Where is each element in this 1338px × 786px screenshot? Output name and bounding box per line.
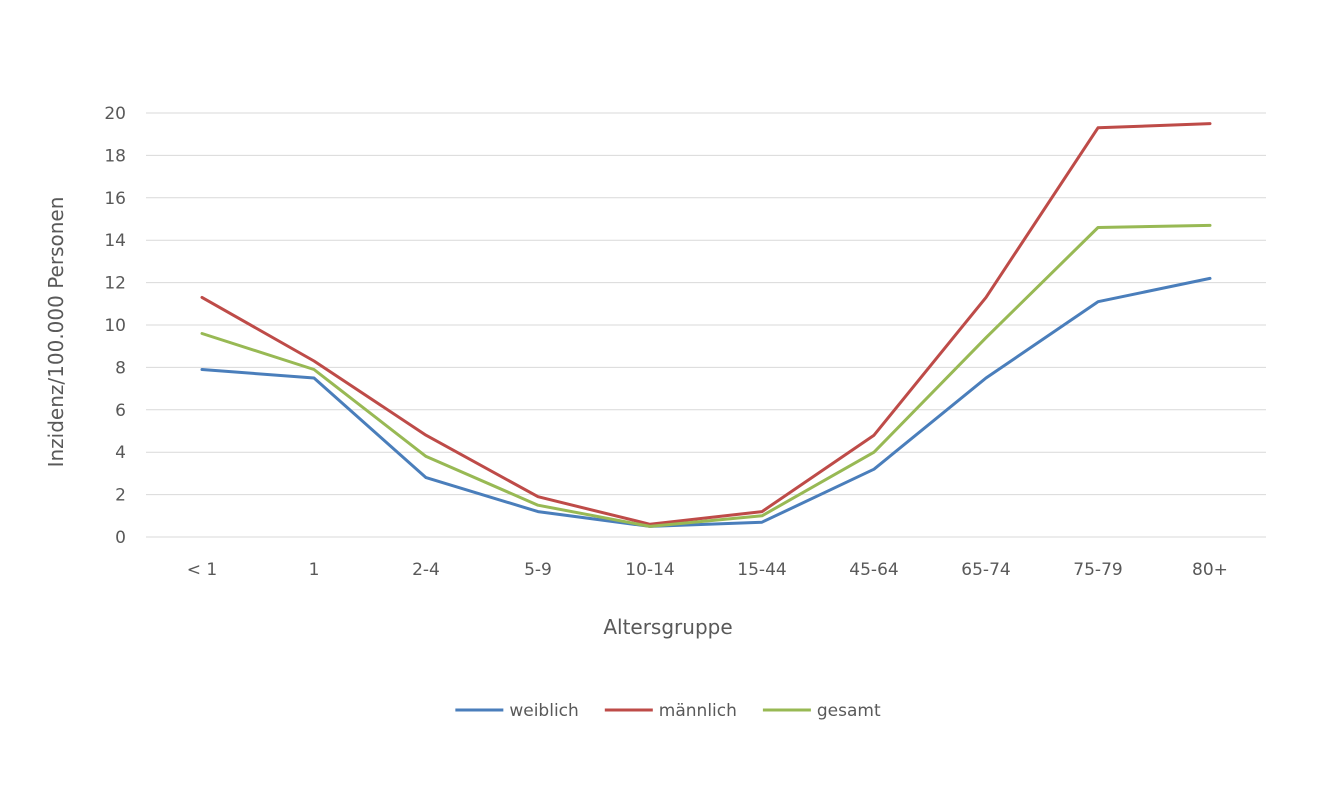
y-tick-label: 4 (115, 443, 126, 463)
legend-label: weiblich (509, 701, 578, 721)
y-axis-title: Inzidenz/100.000 Personen (44, 197, 68, 468)
legend-label: gesamt (817, 701, 881, 721)
y-tick-label: 20 (104, 104, 126, 124)
legend: weiblich männlich gesamt (455, 701, 881, 721)
x-axis-ticks: < 1 1 2-4 5-9 10-14 15-44 45-64 65-74 75-79 80+ (187, 560, 1228, 580)
series-line-weiblich (200, 276, 1212, 528)
y-tick-label: 0 (115, 528, 126, 548)
series-lines (200, 122, 1212, 528)
x-tick-label: 15-44 (737, 560, 786, 580)
x-tick-label: 75-79 (1073, 560, 1122, 580)
x-axis-title: Altersgruppe (603, 615, 732, 639)
x-tick-label: 45-64 (849, 560, 898, 580)
legend-label: männlich (659, 701, 737, 721)
series-line-männlich (200, 122, 1212, 526)
y-tick-label: 8 (115, 358, 126, 378)
y-tick-label: 14 (104, 231, 126, 251)
y-tick-label: 10 (104, 316, 126, 336)
x-tick-label: < 1 (187, 560, 217, 580)
gridlines (146, 112, 1266, 538)
y-tick-label: 2 (115, 486, 126, 506)
y-tick-label: 6 (115, 401, 126, 421)
x-tick-label: 65-74 (961, 560, 1010, 580)
x-tick-label: 5-9 (524, 560, 552, 580)
y-tick-label: 12 (104, 274, 126, 294)
series-line-gesamt (200, 223, 1212, 528)
x-tick-label: 10-14 (625, 560, 674, 580)
x-tick-label: 80+ (1192, 560, 1228, 580)
y-axis-ticks: 0 2 4 6 8 10 12 14 16 18 20 (104, 104, 126, 548)
y-tick-label: 18 (104, 146, 126, 166)
x-tick-label: 1 (309, 560, 320, 580)
y-tick-label: 16 (104, 189, 126, 209)
x-tick-label: 2-4 (412, 560, 440, 580)
